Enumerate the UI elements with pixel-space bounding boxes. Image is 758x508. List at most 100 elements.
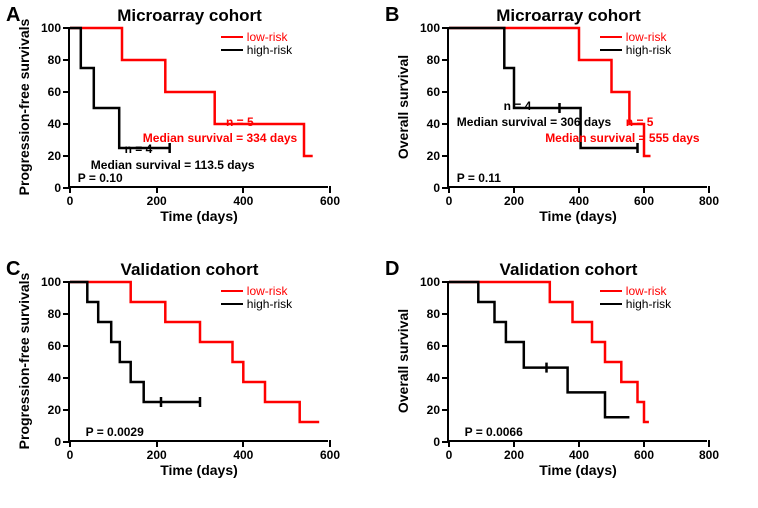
legend-item: low-risk	[600, 285, 671, 298]
legend-swatch	[600, 36, 622, 38]
x-axis-label: Time (days)	[539, 208, 617, 224]
y-tick-label: 40	[48, 117, 61, 131]
panel-C: CValidation cohort0204060801000200400600…	[0, 254, 379, 508]
legend-label: high-risk	[247, 44, 292, 57]
x-tick-label: 400	[569, 194, 589, 208]
y-tick-label: 60	[427, 339, 440, 353]
panel-D: DValidation cohort0204060801000200400600…	[379, 254, 758, 508]
y-tick	[442, 27, 449, 29]
x-axis-label: Time (days)	[160, 208, 238, 224]
legend-item: low-risk	[221, 285, 292, 298]
x-tick	[708, 186, 710, 193]
y-tick-label: 80	[427, 53, 440, 67]
y-tick-label: 0	[433, 181, 440, 195]
legend-swatch	[600, 303, 622, 305]
y-tick-label: 60	[427, 85, 440, 99]
annotation: P = 0.0029	[86, 426, 144, 439]
legend-item: high-risk	[221, 298, 292, 311]
y-tick	[63, 155, 70, 157]
legend-label: high-risk	[626, 298, 671, 311]
x-tick-label: 200	[504, 194, 524, 208]
x-tick-label: 800	[699, 194, 719, 208]
y-tick-label: 0	[54, 181, 61, 195]
x-tick	[513, 440, 515, 447]
y-tick	[63, 91, 70, 93]
annotation: P = 0.11	[457, 172, 501, 185]
y-tick-label: 60	[48, 339, 61, 353]
x-tick	[156, 186, 158, 193]
km-curve-high-risk	[70, 282, 200, 402]
x-tick	[69, 186, 71, 193]
chart-title: Validation cohort	[10, 260, 369, 280]
y-tick	[442, 377, 449, 379]
x-tick	[578, 440, 580, 447]
y-tick	[442, 91, 449, 93]
legend-label: low-risk	[247, 285, 288, 298]
chart-title: Validation cohort	[389, 260, 748, 280]
x-tick-label: 0	[67, 194, 74, 208]
legend: low-riskhigh-risk	[600, 31, 671, 56]
x-tick	[242, 440, 244, 447]
y-axis-label: Progression-free survivals	[16, 19, 32, 196]
chart-title: Microarray cohort	[10, 6, 369, 26]
y-tick	[442, 59, 449, 61]
km-plot: 0204060801000200400600Progression-free s…	[68, 28, 328, 188]
y-tick	[63, 59, 70, 61]
km-plot: 0204060801000200400600Progression-free s…	[68, 282, 328, 442]
y-tick-label: 100	[420, 21, 440, 35]
panel-letter: B	[385, 4, 399, 27]
legend-swatch	[221, 49, 243, 51]
legend-item: high-risk	[600, 298, 671, 311]
x-tick	[156, 440, 158, 447]
annotation: n = 4	[504, 100, 532, 113]
y-tick	[442, 281, 449, 283]
legend-item: low-risk	[221, 31, 292, 44]
y-tick	[63, 377, 70, 379]
x-tick	[448, 186, 450, 193]
x-axis-label: Time (days)	[539, 462, 617, 478]
figure-grid: AMicroarray cohort0204060801000200400600…	[0, 0, 758, 508]
km-plot: 0204060801000200400600800Overall surviva…	[447, 282, 707, 442]
y-tick	[63, 27, 70, 29]
y-tick-label: 100	[41, 275, 61, 289]
y-tick	[63, 345, 70, 347]
y-tick-label: 80	[427, 307, 440, 321]
x-tick-label: 600	[634, 194, 654, 208]
x-axis-label: Time (days)	[160, 462, 238, 478]
legend-swatch	[600, 290, 622, 292]
y-tick	[442, 123, 449, 125]
x-tick	[329, 186, 331, 193]
annotation: P = 0.0066	[465, 426, 523, 439]
y-tick-label: 100	[41, 21, 61, 35]
y-tick	[63, 409, 70, 411]
x-tick	[242, 186, 244, 193]
x-tick	[513, 186, 515, 193]
annotation: n = 4	[125, 143, 153, 156]
chart-title: Microarray cohort	[389, 6, 748, 26]
y-tick-label: 60	[48, 85, 61, 99]
x-tick	[329, 440, 331, 447]
annotation: Median survival = 555 days	[545, 132, 699, 145]
legend-item: high-risk	[600, 44, 671, 57]
legend-swatch	[221, 36, 243, 38]
y-axis-label: Progression-free survivals	[16, 273, 32, 450]
legend: low-riskhigh-risk	[221, 285, 292, 310]
annotation: Median survival = 306 days	[457, 116, 611, 129]
y-tick-label: 0	[433, 435, 440, 449]
legend: low-riskhigh-risk	[221, 31, 292, 56]
panel-B: BMicroarray cohort0204060801000200400600…	[379, 0, 758, 254]
legend-label: low-risk	[247, 31, 288, 44]
x-tick	[578, 186, 580, 193]
y-tick-label: 20	[427, 403, 440, 417]
x-tick-label: 600	[320, 194, 340, 208]
y-tick-label: 40	[427, 371, 440, 385]
x-tick-label: 600	[320, 448, 340, 462]
y-tick-label: 20	[48, 149, 61, 163]
y-tick-label: 80	[48, 307, 61, 321]
annotation: n = 5	[226, 116, 254, 129]
x-tick	[643, 440, 645, 447]
x-tick	[69, 440, 71, 447]
legend-swatch	[600, 49, 622, 51]
legend-label: low-risk	[626, 31, 667, 44]
y-tick-label: 20	[427, 149, 440, 163]
